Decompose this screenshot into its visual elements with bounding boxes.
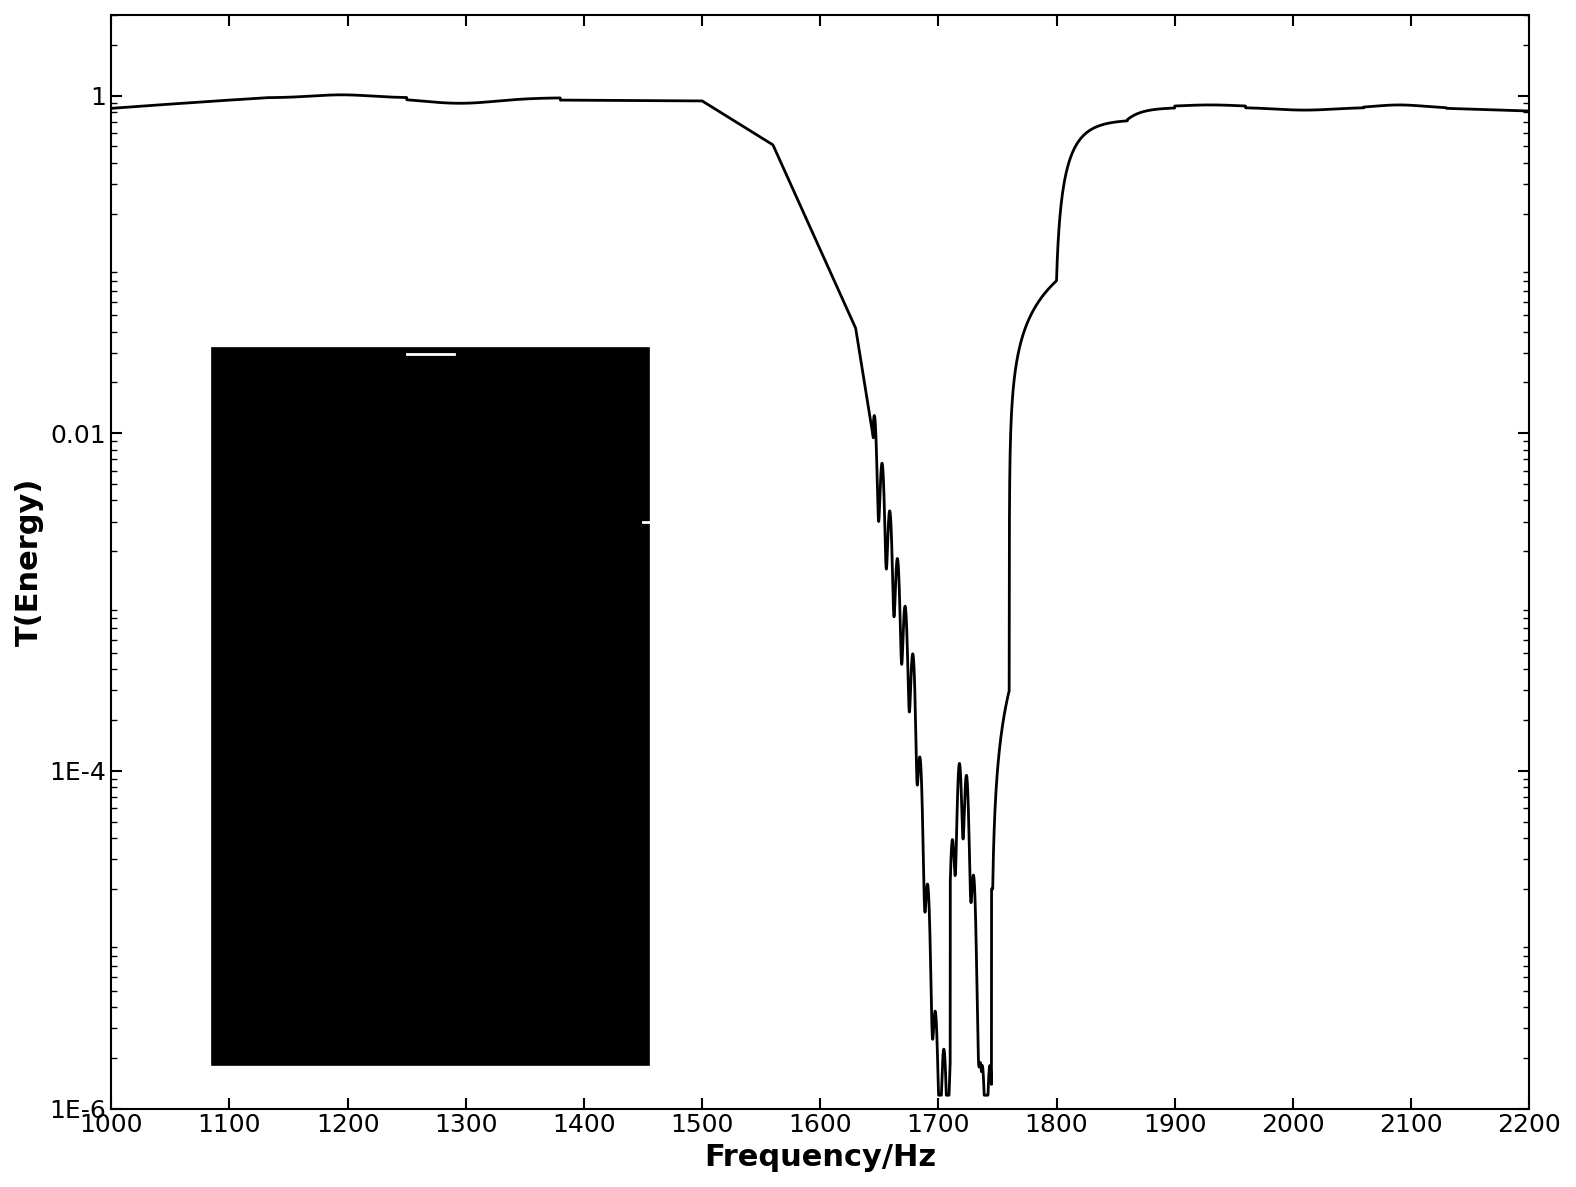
Y-axis label: T(Energy): T(Energy) [16,477,44,646]
X-axis label: Frequency/Hz: Frequency/Hz [704,1143,936,1172]
Bar [211,348,649,1066]
